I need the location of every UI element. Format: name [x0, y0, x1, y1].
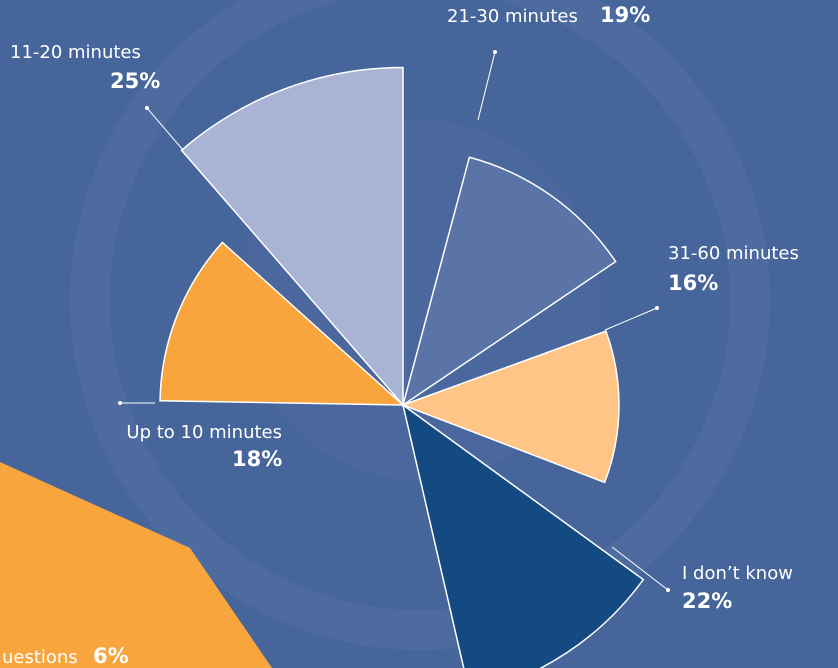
category-label: 31-60 minutes: [668, 243, 799, 264]
leader-line: [611, 546, 669, 591]
slice: [401, 156, 617, 407]
slice: [159, 241, 405, 406]
leader-line: [477, 51, 496, 121]
leader-dot: [493, 50, 497, 54]
slice: [180, 66, 404, 408]
slice: [401, 403, 645, 668]
value-label: 16%: [668, 271, 718, 295]
category-label: uestions: [2, 647, 78, 668]
value-label: 18%: [232, 447, 282, 471]
category-label: 11-20 minutes: [10, 42, 141, 63]
slice: [400, 330, 620, 484]
decor-ring: [70, 0, 770, 650]
value-label: 19%: [600, 3, 650, 27]
leader-dot: [666, 588, 670, 592]
leader-dot: [145, 106, 149, 110]
category-label: I don’t know: [682, 563, 793, 584]
value-label: 25%: [110, 69, 160, 93]
leader-line: [146, 107, 184, 151]
value-label: 22%: [682, 589, 732, 613]
category-label: 21-30 minutes: [447, 6, 578, 27]
category-label: Up to 10 minutes: [126, 422, 282, 443]
leader-dot: [655, 306, 659, 310]
leader-dot: [118, 401, 122, 405]
slice: [0, 462, 272, 668]
leader-line: [604, 307, 658, 331]
value-label: 6%: [93, 644, 129, 668]
